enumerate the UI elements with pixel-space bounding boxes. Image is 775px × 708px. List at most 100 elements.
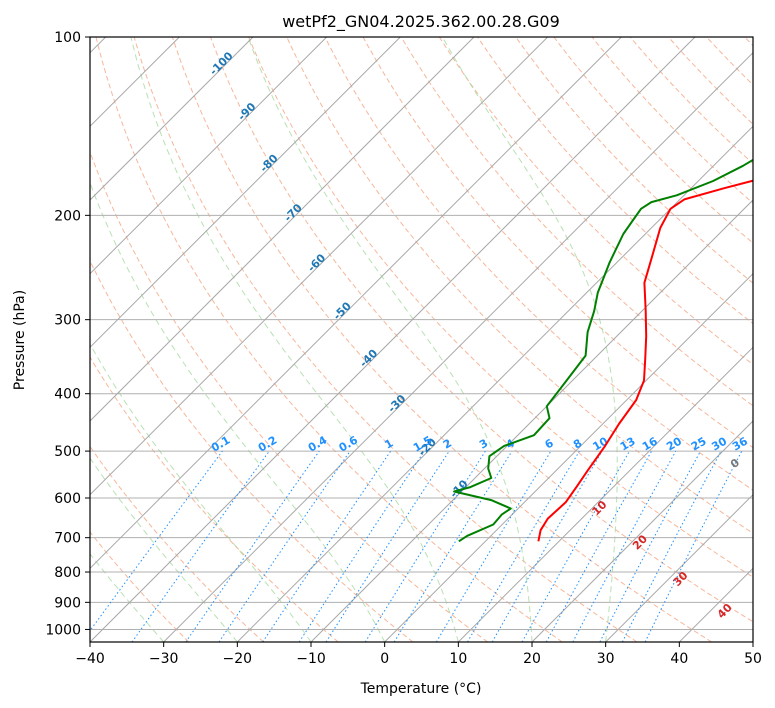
dry-adiabat: [95, 37, 563, 642]
mixing-ratio-line: [185, 450, 320, 642]
isotherm-label: -60: [305, 251, 328, 274]
dry-adiabat: [744, 37, 753, 47]
y-tick-label: 500: [54, 444, 81, 460]
mixing-ratio-line: [131, 450, 270, 642]
isotherm-label: -80: [257, 152, 280, 175]
x-tick-label: 50: [744, 651, 762, 667]
mixing-ratio-label: 1: [382, 437, 395, 452]
isotherm: [384, 272, 753, 642]
y-tick-label: 900: [54, 595, 81, 611]
dry-adiabat: [668, 37, 753, 125]
mixing-ratio-line: [644, 450, 743, 642]
y-tick-label: 800: [54, 565, 81, 581]
isotherm: [752, 641, 753, 642]
moist-adiabat: [90, 181, 386, 642]
dry-adiabat: [362, 37, 753, 449]
isotherm: [605, 493, 753, 642]
x-tick-label: −20: [223, 651, 253, 667]
x-tick-label: 30: [597, 651, 615, 667]
dry-adiabat: [324, 37, 753, 491]
y-tick-label: 100: [54, 30, 81, 46]
y-axis: 100 200 300 400 500 600 700 800 900 1000: [45, 30, 90, 638]
plot-area: -100-90-80-70-60-50-40-30-20-100.1 0.2 0.4…: [90, 37, 753, 642]
isotherm-label: -40: [357, 346, 380, 369]
y-tick-label: 700: [54, 531, 81, 547]
isotherm: [236, 125, 753, 642]
dry-adiabat: [90, 445, 264, 642]
moist-adiabat: [90, 343, 312, 642]
isotherm: [90, 37, 622, 570]
dry-adiabat: [210, 37, 753, 623]
dry-adiabat: [553, 37, 753, 244]
mixing-ratio-line: [325, 450, 450, 642]
x-tick-label: 40: [670, 651, 688, 667]
y-tick-label: 200: [54, 208, 81, 224]
mixing-ratio-line: [572, 450, 677, 642]
mixing-ratio-line: [467, 450, 580, 642]
isotherm: [90, 37, 549, 496]
y-tick-label: 300: [54, 313, 81, 329]
mixing-ratio-label: 6: [543, 436, 556, 451]
dry-adiabat: [400, 37, 753, 407]
dry-adiabat: [477, 37, 753, 325]
theta-label: 20: [630, 532, 650, 552]
x-tick-label: −30: [149, 651, 179, 667]
x-tick-label: −10: [296, 651, 326, 667]
moist-adiabat: [90, 553, 165, 642]
dry-adiabat: [90, 356, 339, 642]
dry-adiabat: [90, 259, 414, 642]
moist-adiabat-label: 0: [728, 456, 742, 471]
mixing-ratio-line: [435, 450, 552, 642]
isotherm-label: -30: [385, 392, 408, 415]
isotherm-label: -70: [282, 201, 305, 224]
mixing-ratio-line: [262, 450, 392, 642]
mixing-ratio-label: 3: [477, 437, 490, 452]
y-tick-label: 400: [54, 387, 81, 403]
dry-adiabat: [171, 37, 712, 642]
mixing-ratio-line: [393, 450, 513, 642]
isotherm-label: -100: [207, 49, 236, 78]
x-axis-label: Temperature (°C): [360, 681, 482, 697]
y-tick-label: 600: [54, 491, 81, 507]
mixing-ratio-label: 2: [441, 437, 454, 452]
isotherm: [163, 51, 753, 642]
mixing-ratio-line: [545, 450, 653, 642]
dry-adiabat: [133, 37, 638, 642]
moist-adiabat: [441, 37, 618, 642]
isotherm: [310, 199, 753, 642]
isotherm: [90, 37, 328, 275]
isotherm: [90, 37, 254, 201]
x-tick-label: 0: [380, 651, 389, 667]
mixing-ratio-line: [218, 450, 351, 642]
isotherm: [90, 37, 401, 349]
isotherm: [90, 37, 696, 642]
dry-adiabat: [591, 37, 753, 204]
mixing-ratio-line: [599, 450, 701, 642]
isotherm: [678, 567, 753, 642]
dewpoint-profile-line: [453, 158, 753, 543]
y-tick-label: 1000: [45, 622, 81, 638]
x-tick-label: 20: [523, 651, 541, 667]
mixing-ratio-line: [298, 450, 425, 642]
dry-adiabat: [90, 531, 190, 642]
dry-adiabat: [286, 37, 753, 534]
moist-adiabat: [247, 37, 533, 642]
moist-adiabat: [130, 37, 459, 642]
dry-adiabat: [248, 37, 753, 578]
x-tick-label: −40: [75, 651, 105, 667]
x-tick-label: 10: [449, 651, 467, 667]
dry-adiabat: [706, 37, 753, 86]
chart-title: wetPf2_GN04.2025.362.00.28.G09: [282, 12, 560, 32]
plot-frame: [89, 36, 754, 643]
mixing-ratio-line: [90, 450, 223, 632]
temperature-profile-line: [537, 179, 753, 542]
y-axis-label: Pressure (hPa): [12, 290, 28, 390]
dry-adiabat: [90, 150, 488, 642]
isotherm: [457, 346, 753, 642]
isotherm: [531, 420, 753, 642]
mixing-ratio-line: [521, 450, 630, 642]
moist-adiabat: [90, 457, 238, 642]
isotherm: [90, 37, 475, 422]
x-axis: −40 −30 −20 −10 0 10 20 30 40 50: [75, 642, 762, 667]
